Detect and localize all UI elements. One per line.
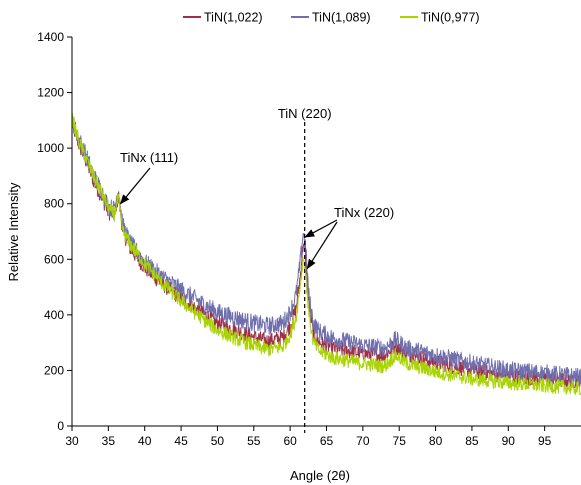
y-tick-label: 1200 (37, 86, 64, 100)
y-axis-title: Relative Intensity (6, 182, 21, 281)
annotation-arrow-111 (119, 167, 151, 205)
x-tick-label: 30 (65, 434, 79, 448)
axes-layer: 0 200 400 600 800 1000 1200 1400 30 35 40 45 50 55 60 6… (37, 30, 581, 448)
series-layer (71, 112, 581, 395)
x-tick-label: 80 (429, 434, 443, 448)
legend: TiN(1,022) TiN(1,089) TiN(0,977) (183, 11, 480, 25)
y-tick-label: 1400 (37, 30, 64, 44)
x-tick-label: 45 (174, 434, 188, 448)
y-tick-label: 200 (44, 363, 64, 377)
x-tick-label: 40 (138, 434, 152, 448)
x-tick-label: 55 (247, 434, 261, 448)
x-tick-label: 60 (283, 434, 297, 448)
x-tick-label: 65 (320, 434, 334, 448)
y-tick-label: 400 (44, 308, 64, 322)
x-tick-label: 50 (211, 434, 225, 448)
series-line-3 (71, 112, 581, 395)
x-tick-label: 75 (393, 434, 407, 448)
y-tick-label: 800 (44, 197, 64, 211)
annotation-tin-220: TiN (220) (278, 106, 332, 121)
annotation-arrow-220b (306, 221, 338, 270)
annotation-layer: TiN (220) TiNx (111) TiNx (220) (119, 106, 394, 270)
y-tick-label: 0 (57, 419, 64, 433)
x-tick-label: 85 (465, 434, 479, 448)
legend-label-1: TiN(1,022) (204, 11, 263, 25)
x-tick-label: 90 (502, 434, 516, 448)
annotation-arrow-220a (304, 219, 338, 238)
legend-label-3: TiN(0,977) (421, 11, 480, 25)
y-tick-label: 1000 (37, 141, 64, 155)
y-tick-label: 600 (44, 252, 64, 266)
x-tick-label: 95 (538, 434, 552, 448)
annotation-tinx-111: TiNx (111) (120, 150, 178, 165)
x-axis-title: Angle (2θ) (290, 468, 350, 483)
x-tick-label: 70 (356, 434, 370, 448)
annotation-tinx-220: TiNx (220) (334, 205, 394, 220)
x-tick-label: 35 (102, 434, 116, 448)
legend-label-2: TiN(1,089) (312, 11, 371, 25)
